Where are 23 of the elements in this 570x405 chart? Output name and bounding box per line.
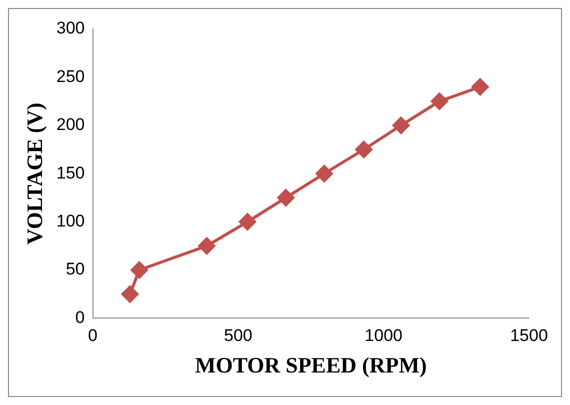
x-tick-label: 1000 [364,326,402,346]
y-tick-label: 250 [56,66,85,86]
x-tick-label: 0 [88,326,98,346]
x-tick-label: 500 [224,326,252,346]
y-axis-title: VOLTAGE (V) [22,102,47,245]
y-tick-label: 100 [56,211,85,230]
x-axis-title: MOTOR SPEED (RPM) [194,352,427,378]
x-tick-label: 1500 [510,326,548,346]
point [130,262,148,278]
point [121,286,138,303]
y-tick-label: 150 [56,163,85,182]
point [472,78,489,96]
y-tick-label: 300 [56,18,85,38]
point [355,141,372,158]
point [316,165,333,182]
y-tick-label: 200 [56,115,85,134]
y-tick-label: 0 [75,308,85,327]
point [198,237,216,254]
point [430,92,448,110]
y-tick-label: 50 [66,260,85,279]
point [392,116,410,134]
point [238,213,256,230]
point [277,189,294,206]
